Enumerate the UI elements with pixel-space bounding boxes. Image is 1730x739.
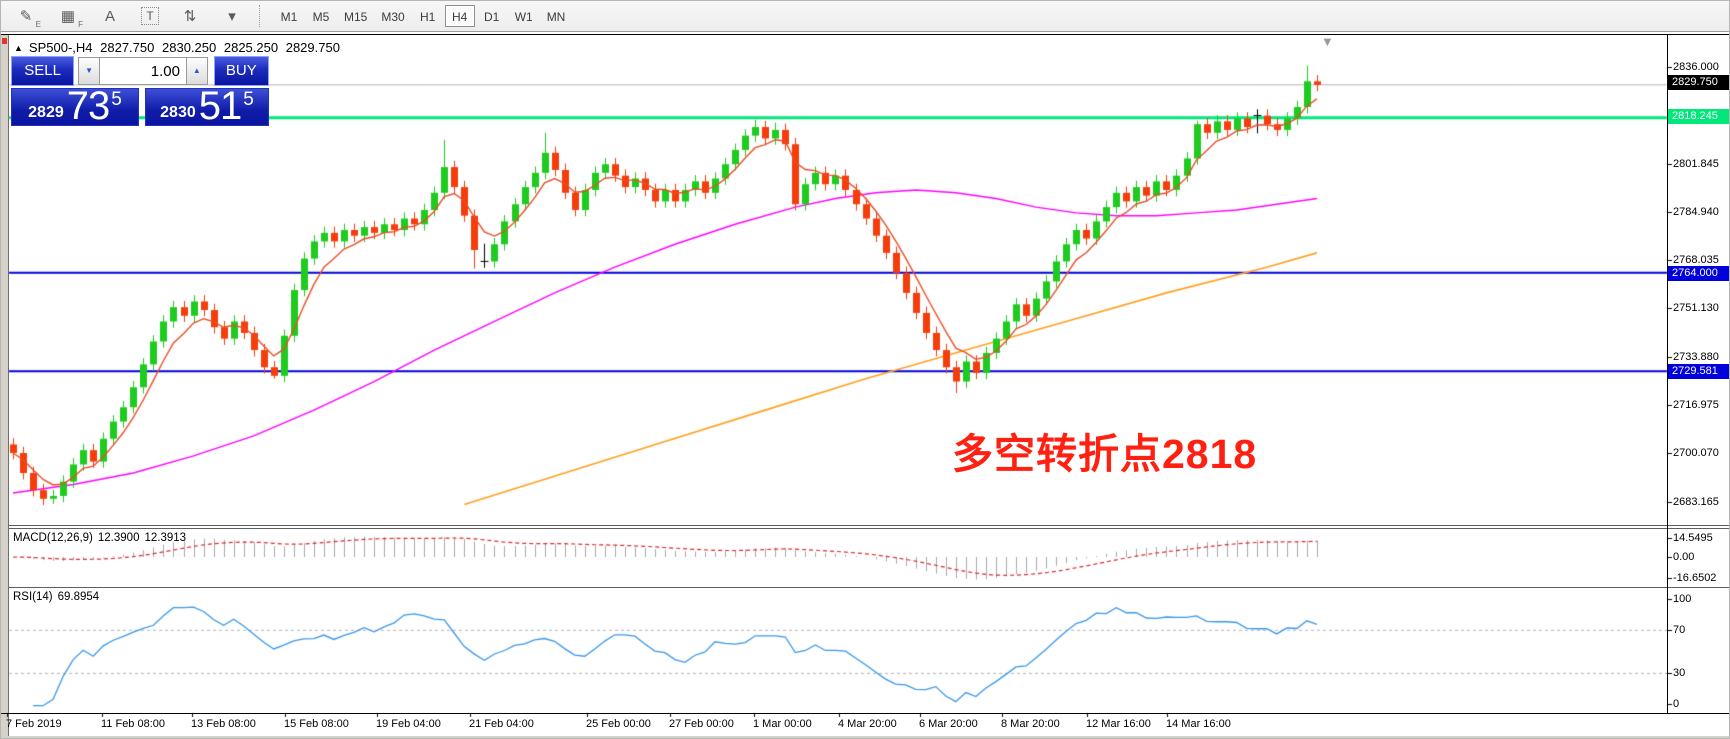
rsi-axis-label: 100: [1673, 593, 1692, 605]
rsi-label: RSI(14) 69.8954: [13, 591, 104, 603]
rsi-name: RSI(14): [13, 591, 53, 603]
trade-panel-top-row: SELL ▼ ▲ BUY: [11, 56, 269, 86]
quote-low: 2825.250: [223, 40, 279, 55]
ask-price-box[interactable]: 2830 51 5: [145, 84, 269, 128]
ask-price-big: 51: [198, 84, 242, 128]
price-tick-label: 2784.940: [1673, 206, 1719, 218]
time-axis-label: 15 Feb 08:00: [284, 718, 349, 730]
price-tick-label: 2700.070: [1673, 447, 1719, 459]
quote-open: 2827.750: [100, 40, 155, 55]
macd-axis-label: 0.00: [1673, 551, 1695, 563]
time-axis-label: 1 Mar 00:00: [753, 718, 812, 730]
time-axis-label: 6 Mar 20:00: [919, 718, 978, 730]
time-axis-label: 14 Mar 16:00: [1166, 718, 1231, 730]
time-axis-label: 7 Feb 2019: [6, 718, 62, 730]
rsi-axis-label: 70: [1673, 624, 1686, 636]
scroll-end-marker-icon[interactable]: ▼: [1321, 34, 1334, 49]
macd-axis-label: -16.6502: [1673, 572, 1717, 584]
sell-button[interactable]: SELL: [11, 56, 75, 86]
rsi-axis-label: 30: [1673, 667, 1686, 679]
blue-level-badge: 2729.581: [1668, 364, 1729, 379]
window-bottom-edge: [1, 736, 1729, 738]
bid-price-sup: 5: [111, 89, 122, 110]
macd-label: MACD(12,26,9) 12.3900 12.3913: [13, 532, 191, 544]
chart-title: ▲ SP500-,H4 2827.750 2830.250 2825.250 28…: [14, 40, 344, 55]
price-tick-label: 2733.880: [1673, 351, 1719, 363]
blue-level-badge: 2764.000: [1668, 266, 1729, 281]
time-axis-label: 12 Mar 16:00: [1086, 718, 1151, 730]
bid-price-big: 73: [66, 84, 110, 128]
ask-price-sup: 5: [243, 89, 254, 110]
volume-decrease-button[interactable]: ▼: [78, 57, 100, 85]
price-tick-label: 2836.000: [1673, 61, 1719, 73]
volume-increase-button[interactable]: ▲: [185, 57, 208, 85]
bid-price-prefix: 2829: [28, 104, 64, 121]
main-macd-separator[interactable]: [9, 525, 1729, 526]
macd-rsi-separator[interactable]: [9, 587, 1729, 588]
green-level-badge: 2818.245: [1668, 109, 1729, 124]
rsi-value: 69.8954: [57, 591, 100, 603]
buy-button[interactable]: BUY: [213, 56, 269, 86]
time-axis-label: 4 Mar 20:00: [838, 718, 897, 730]
macd-main-value: 12.3900: [97, 532, 140, 544]
volume-input[interactable]: [99, 57, 186, 85]
ask-price-prefix: 2830: [160, 104, 196, 121]
time-axis-label: 27 Feb 00:00: [669, 718, 734, 730]
time-axis-label: 21 Feb 04:00: [469, 718, 534, 730]
quote-high: 2830.250: [162, 40, 217, 55]
time-axis-label: 13 Feb 08:00: [191, 718, 256, 730]
main-macd-separator-2: [9, 528, 1729, 529]
one-click-trading-panel: SELL ▼ ▲ BUY 2829 73 5 2830 51 5: [11, 56, 269, 126]
macd-name: MACD(12,26,9): [13, 532, 93, 544]
price-tick-label: 2751.130: [1673, 302, 1719, 314]
price-tick-label: 2716.975: [1673, 399, 1719, 411]
time-axis-label: 8 Mar 20:00: [1001, 718, 1060, 730]
macd-axis-label: 14.5495: [1673, 532, 1713, 544]
time-axis-border: [1, 713, 1729, 714]
bid-price-box[interactable]: 2829 73 5: [11, 84, 139, 128]
rsi-axis-label: 0: [1673, 698, 1680, 710]
chart-annotation-text: 多空转折点2818: [952, 431, 1258, 477]
time-axis-label: 11 Feb 08:00: [101, 718, 166, 730]
macd-signal-value: 12.3913: [144, 532, 187, 544]
price-tick-label: 2683.165: [1673, 496, 1719, 508]
price-tick-label: 2801.845: [1673, 158, 1719, 170]
time-axis-label: 19 Feb 04:00: [376, 718, 441, 730]
current-price-badge: 2829.750: [1668, 75, 1729, 90]
symbol-label: SP500-,H4: [28, 40, 93, 55]
price-tick-label: 2768.035: [1673, 254, 1719, 266]
price-axis-border: [1667, 35, 1668, 713]
time-axis-label: 25 Feb 00:00: [586, 718, 651, 730]
collapse-icon[interactable]: ▲: [14, 43, 23, 53]
quote-close: 2829.750: [285, 40, 340, 55]
